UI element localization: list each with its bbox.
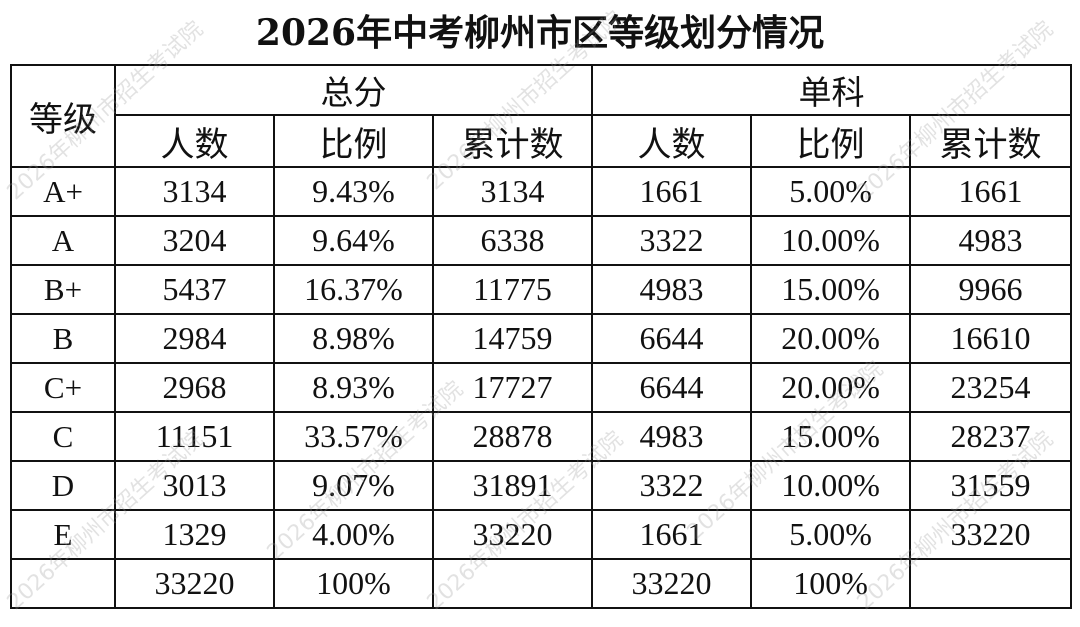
single-ratio-cell: 15.00% xyxy=(750,264,912,315)
single-ratio-cell: 10.00% xyxy=(750,215,912,266)
single-count-cell: 6644 xyxy=(591,313,753,364)
total-ratio-cell: 100% xyxy=(273,558,434,609)
single-count-cell: 3322 xyxy=(591,215,753,266)
total-ratio-cell: 9.43% xyxy=(273,166,434,217)
single-count-cell: 1661 xyxy=(591,509,753,560)
grade-cell: B+ xyxy=(10,264,116,315)
single-ratio-cell: 100% xyxy=(750,558,912,609)
single-ratio-cell: 10.00% xyxy=(750,460,912,511)
single-cumulative-cell: 33220 xyxy=(909,509,1073,560)
single-count-cell: 1661 xyxy=(591,166,753,217)
total-count-cell: 2968 xyxy=(114,362,275,413)
total-cumulative-cell: 31891 xyxy=(431,460,594,511)
total-count-cell: 11151 xyxy=(114,411,275,462)
table-row: A 3204 9.64% 6338 3322 10.00% 4983 xyxy=(10,215,1073,266)
total-group-header: 总分 xyxy=(113,64,594,116)
table-row: B+ 5437 16.37% 11775 4983 15.00% 9966 xyxy=(10,264,1073,315)
grade-cell: B xyxy=(10,313,116,364)
total-ratio-header: 比例 xyxy=(273,114,434,168)
table-row: B 2984 8.98% 14759 6644 20.00% 16610 xyxy=(10,313,1073,364)
page-title: 2026年中考柳州市区等级划分情况 xyxy=(255,12,825,54)
single-ratio-cell: 20.00% xyxy=(750,362,912,413)
single-count-cell: 4983 xyxy=(591,411,753,462)
total-count-cell: 1329 xyxy=(114,509,275,560)
grade-cell: D xyxy=(10,460,116,511)
single-cumulative-cell xyxy=(909,558,1073,609)
total-count-cell: 5437 xyxy=(114,264,275,315)
total-ratio-cell: 16.37% xyxy=(273,264,434,315)
table-header-row-1: 等级 总分 单科 xyxy=(10,64,1073,168)
single-cumulative-cell: 4983 xyxy=(909,215,1073,266)
total-ratio-cell: 8.93% xyxy=(273,362,434,413)
grade-header: 等级 xyxy=(10,64,116,168)
total-ratio-cell: 9.07% xyxy=(273,460,434,511)
single-count-cell: 33220 xyxy=(591,558,753,609)
single-count-cell: 4983 xyxy=(591,264,753,315)
table-row: C+ 2968 8.93% 17727 6644 20.00% 23254 xyxy=(10,362,1073,413)
grade-distribution-table: 等级 总分 单科 人数 比例 累计数 人数 比例 累计数 A+ 3134 9.43%… xyxy=(10,64,1073,609)
total-count-cell: 3204 xyxy=(114,215,275,266)
total-row: 33220 100% 33220 100% xyxy=(10,558,1073,609)
total-ratio-cell: 8.98% xyxy=(273,313,434,364)
single-ratio-cell: 20.00% xyxy=(750,313,912,364)
total-cumulative-cell: 28878 xyxy=(431,411,594,462)
grade-cell: A xyxy=(10,215,116,266)
table-row: C 11151 33.57% 28878 4983 15.00% 28237 xyxy=(10,411,1073,462)
grade-cell xyxy=(10,558,116,609)
grade-cell: E xyxy=(10,509,116,560)
single-ratio-cell: 5.00% xyxy=(750,166,912,217)
total-count-header: 人数 xyxy=(114,114,275,168)
total-ratio-cell: 33.57% xyxy=(273,411,434,462)
total-count-cell: 33220 xyxy=(114,558,275,609)
table-row: A+ 3134 9.43% 3134 1661 5.00% 1661 xyxy=(10,166,1073,217)
total-cumulative-header: 累计数 xyxy=(431,114,594,168)
total-count-cell: 2984 xyxy=(114,313,275,364)
total-count-cell: 3013 xyxy=(114,460,275,511)
single-ratio-cell: 15.00% xyxy=(750,411,912,462)
table-row: E 1329 4.00% 33220 1661 5.00% 33220 xyxy=(10,509,1073,560)
total-cumulative-cell xyxy=(431,558,594,609)
single-cumulative-cell: 28237 xyxy=(909,411,1073,462)
total-cumulative-cell: 6338 xyxy=(431,215,594,266)
single-count-header: 人数 xyxy=(591,114,753,168)
single-group-header: 单科 xyxy=(591,64,1073,116)
single-cumulative-cell: 9966 xyxy=(909,264,1073,315)
grade-cell: C+ xyxy=(10,362,116,413)
total-count-cell: 3134 xyxy=(114,166,275,217)
total-ratio-cell: 9.64% xyxy=(273,215,434,266)
total-cumulative-cell: 17727 xyxy=(431,362,594,413)
grade-cell: A+ xyxy=(10,166,116,217)
total-cumulative-cell: 14759 xyxy=(431,313,594,364)
single-count-cell: 6644 xyxy=(591,362,753,413)
single-cumulative-cell: 31559 xyxy=(909,460,1073,511)
grade-cell: C xyxy=(10,411,116,462)
single-cumulative-cell: 16610 xyxy=(909,313,1073,364)
total-cumulative-cell: 3134 xyxy=(431,166,594,217)
total-cumulative-cell: 11775 xyxy=(431,264,594,315)
total-ratio-cell: 4.00% xyxy=(273,509,434,560)
table-header-row-2: 人数 比例 累计数 人数 比例 累计数 xyxy=(11,114,1073,168)
single-cumulative-cell: 23254 xyxy=(909,362,1073,413)
single-cumulative-header: 累计数 xyxy=(909,114,1073,168)
single-cumulative-cell: 1661 xyxy=(909,166,1073,217)
single-ratio-cell: 5.00% xyxy=(750,509,912,560)
total-cumulative-cell: 33220 xyxy=(431,509,594,560)
table-row: D 3013 9.07% 31891 3322 10.00% 31559 xyxy=(10,460,1073,511)
single-count-cell: 3322 xyxy=(591,460,753,511)
single-ratio-header: 比例 xyxy=(750,114,912,168)
